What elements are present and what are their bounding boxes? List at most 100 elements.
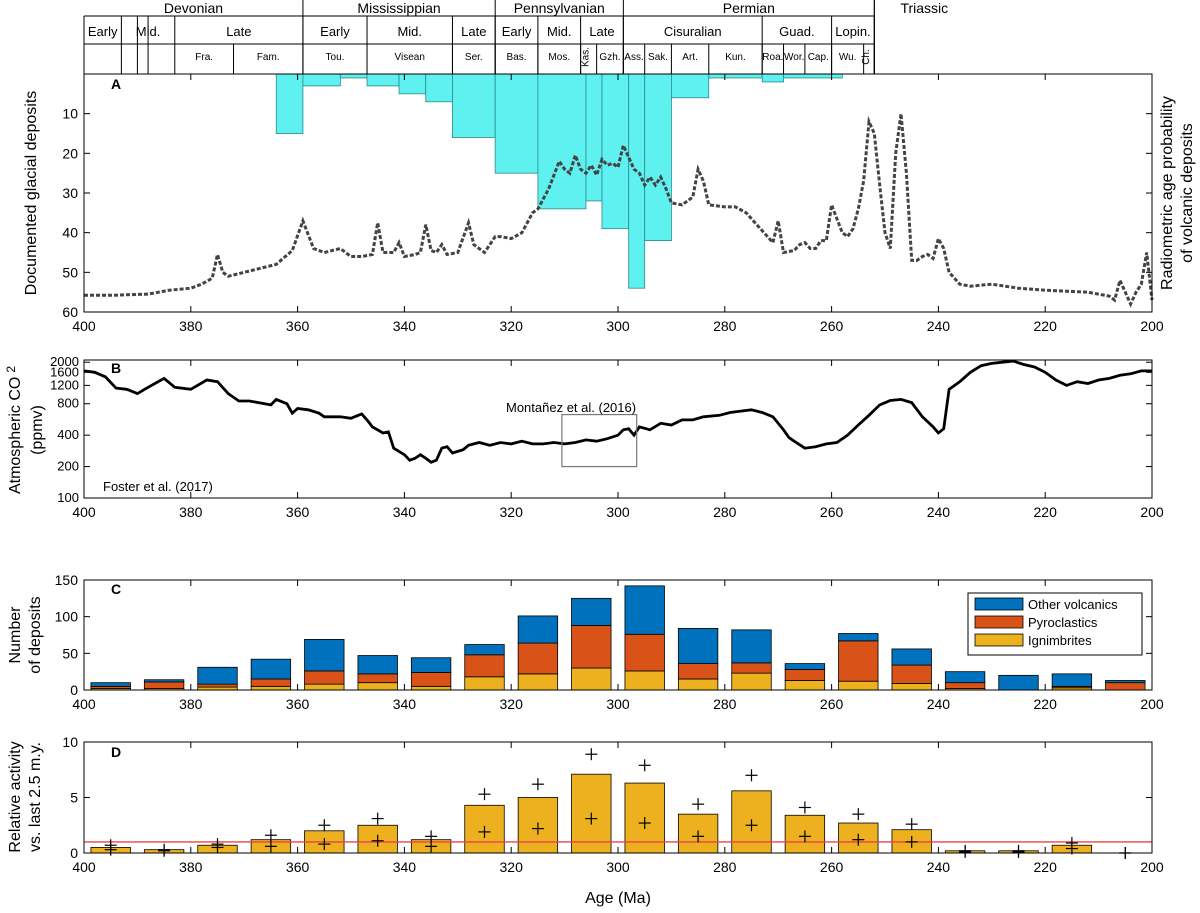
glacial-bar [275, 73, 304, 134]
relative-activity-bar [731, 790, 772, 854]
other-volcanics-bar [784, 663, 826, 670]
pyroclastics-bar [571, 625, 612, 669]
panel-c-letter: C [111, 581, 121, 597]
panel-d-xtick-label: 240 [927, 859, 951, 875]
pyroclastics-bar [944, 682, 986, 689]
period-label: Devonian [164, 0, 223, 16]
glacial-bar [452, 73, 496, 138]
panel-b-ylabel-units: (ppmv) [29, 405, 46, 455]
montanez-highlight-box [561, 413, 638, 468]
stage-label: Ser. [465, 52, 483, 63]
panel-a-ytick-label: 20 [62, 145, 78, 161]
panel-a-xtick-label: 400 [72, 318, 96, 334]
pyroclastics-bar [677, 663, 719, 680]
epoch-label: Late [589, 24, 614, 39]
panel-b-xtick-label: 320 [500, 504, 524, 520]
panel-c-ylabel-2: of deposits [27, 596, 44, 673]
panel-a-ylabel: Documented glacial deposits [23, 91, 40, 296]
ignimbrites-bar [624, 670, 665, 691]
panel-a-xtick-label: 380 [179, 318, 203, 334]
panel-c-xtick-label: 400 [72, 696, 96, 712]
panel-a-xtick-label: 320 [500, 318, 524, 334]
montanez-annotation: Montañez et al. (2016) [506, 400, 636, 415]
panel-d-xtick-label: 360 [286, 859, 310, 875]
epoch-label: Early [320, 24, 350, 39]
ignimbrites-bar [410, 685, 452, 691]
foster-annotation: Foster et al. (2017) [103, 479, 213, 494]
panel-c-xtick-label: 380 [179, 696, 203, 712]
pyroclastics-bar [464, 654, 505, 678]
panel-d-ytick-label: 5 [70, 790, 78, 806]
panel-c-xtick-label: 260 [820, 696, 844, 712]
epoch-label: Mid. [547, 24, 572, 39]
glacial-bar [708, 73, 763, 79]
ignimbrites-bar [891, 683, 932, 691]
panel-c-xtick-label: 280 [713, 696, 737, 712]
co2-curve [83, 359, 1152, 464]
panel-b-ytick-label: 100 [57, 490, 79, 505]
panel-a-ytick-label: 40 [62, 225, 78, 241]
epoch-label: Lopin. [835, 24, 870, 39]
other-volcanics-bar [998, 674, 1039, 691]
glacial-bar [302, 73, 341, 87]
other-volcanics-bar [891, 648, 932, 666]
panel-d-xtick-label: 300 [606, 859, 630, 875]
panel-d-xtick-label: 260 [820, 859, 844, 875]
legend-ignimbrites-swatch [974, 633, 1024, 647]
ignimbrites-bar [838, 680, 879, 691]
epoch-label: Late [226, 24, 251, 39]
ignimbrites-bar [517, 673, 559, 691]
pyroclastics-bar [410, 672, 452, 687]
stage-label: Kas. [581, 47, 592, 67]
panel-d-letter: D [111, 744, 121, 760]
panel-a-xtick-label: 280 [713, 318, 737, 334]
panel-d-xtick-label: 200 [1140, 859, 1164, 875]
panel-a-letter: A [111, 76, 121, 92]
panel-a-ylabel-right-1: Radiometric age probability [1159, 96, 1176, 290]
panel-c-xtick-label: 320 [500, 696, 524, 712]
legend-pyroclastics-swatch [974, 615, 1024, 629]
glacial-bar [398, 73, 427, 95]
panel-b-ytick-label: 1600 [50, 364, 79, 379]
panel-a-xtick-label: 260 [820, 318, 844, 334]
glacial-bar [601, 73, 630, 230]
period-label: Permian [723, 0, 775, 16]
panel-a-ytick-label: 10 [62, 106, 78, 122]
pyroclastics-bar [1105, 682, 1146, 691]
panel-b-frame [83, 359, 1153, 499]
stage-label: Gzh. [599, 52, 620, 63]
panel-b-xtick-label: 200 [1140, 504, 1164, 520]
pyroclastics-bar [731, 662, 772, 674]
other-volcanics-bar [838, 633, 879, 642]
epoch-label: Early [88, 24, 118, 39]
panel-b-xtick-label: 360 [286, 504, 310, 520]
ignimbrites-bar [677, 678, 719, 691]
panel-b-ytick-label: 200 [57, 459, 79, 474]
panel-a-ytick-label: 60 [62, 304, 78, 320]
panel-b-letter: B [111, 360, 121, 376]
stage-label: Kun. [725, 52, 746, 63]
panel-b-ylabel-1: Atmospheric CO 2 [4, 366, 24, 494]
pyroclastics-bar [143, 681, 185, 689]
glacial-bar [425, 73, 453, 103]
other-volcanics-bar [143, 679, 185, 683]
pyroclastics-bar [838, 640, 879, 682]
glacial-bar [783, 73, 843, 79]
other-volcanics-bar [197, 666, 238, 685]
other-volcanics-bar [624, 585, 665, 635]
stage-label: Tou. [326, 52, 345, 63]
ignimbrites-bar [250, 685, 292, 691]
stage-label: Mos. [548, 52, 570, 63]
stage-label: Roa. [762, 52, 783, 63]
other-volcanics-bar [1051, 673, 1093, 687]
panel-b-xtick-label: 380 [179, 504, 203, 520]
panel-b-ytick-label: 800 [57, 396, 79, 411]
ignimbrites-bar [571, 667, 612, 691]
ignimbrites-bar [304, 683, 345, 691]
panel-b-xtick-label: 400 [72, 504, 96, 520]
panel-d-xtick-label: 220 [1034, 859, 1058, 875]
panel-a-xtick-label: 200 [1140, 318, 1164, 334]
